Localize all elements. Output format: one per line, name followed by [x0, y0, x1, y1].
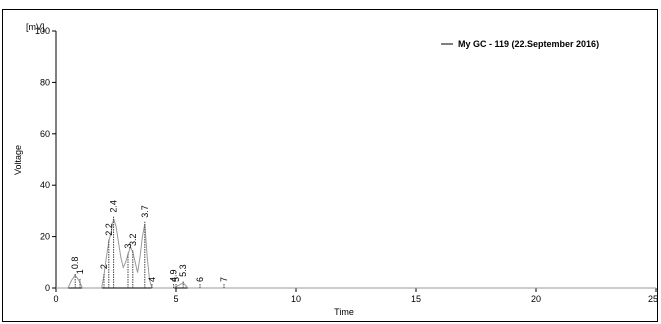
y-tick-label: 20	[40, 232, 50, 242]
legend: My GC - 119 (22.September 2016)	[441, 39, 599, 49]
peak-label: 5	[171, 277, 181, 282]
y-tick-label: 40	[40, 180, 50, 190]
peak-label: 4	[147, 277, 157, 282]
x-tick-label: 10	[291, 294, 301, 304]
peak-label: 3	[123, 244, 133, 249]
series-line	[56, 218, 656, 289]
axes	[55, 31, 656, 289]
x-tick-label: 15	[411, 294, 421, 304]
peak-label: 6	[195, 277, 205, 282]
y-axis-title: Voltage	[13, 145, 23, 175]
y-unit-label: [mV]	[26, 22, 45, 32]
peak-label: 3.2	[128, 234, 138, 247]
x-tick-label: 20	[531, 294, 541, 304]
peak-label: 0.8	[70, 257, 80, 270]
x-axis-title: Time	[334, 307, 354, 317]
peak-markers	[74, 216, 225, 288]
x-tick-label: 0	[53, 294, 58, 304]
y-ticks: 0 20 40 60 80 100	[35, 26, 56, 293]
x-tick-label: 25	[648, 294, 658, 304]
legend-entry: My GC - 119 (22.September 2016)	[458, 39, 599, 49]
peak-label: 2.4	[109, 200, 119, 213]
peak-label: 4.9	[169, 269, 179, 282]
y-tick-label: 100	[35, 26, 50, 36]
peak-label: 5.3	[178, 264, 188, 277]
peak-labels: 0.81 2.2 2 2.4 33.2 4 3.7 54.9 6 5.3 7	[70, 200, 229, 282]
peak-label: 1	[75, 269, 85, 274]
peak-label: 7	[219, 277, 229, 282]
x-ticks: 0 5 10 15 20 25	[53, 288, 658, 304]
y-tick-label: 0	[45, 283, 50, 293]
x-tick-label: 5	[173, 294, 178, 304]
peak-label: 3.7	[140, 205, 150, 218]
peak-label: 2.2	[104, 223, 114, 236]
peak-label: 2	[99, 264, 109, 269]
y-tick-label: 60	[40, 129, 50, 139]
series-group	[56, 218, 656, 289]
chart-frame	[2, 9, 658, 322]
y-tick-label: 80	[40, 77, 50, 87]
